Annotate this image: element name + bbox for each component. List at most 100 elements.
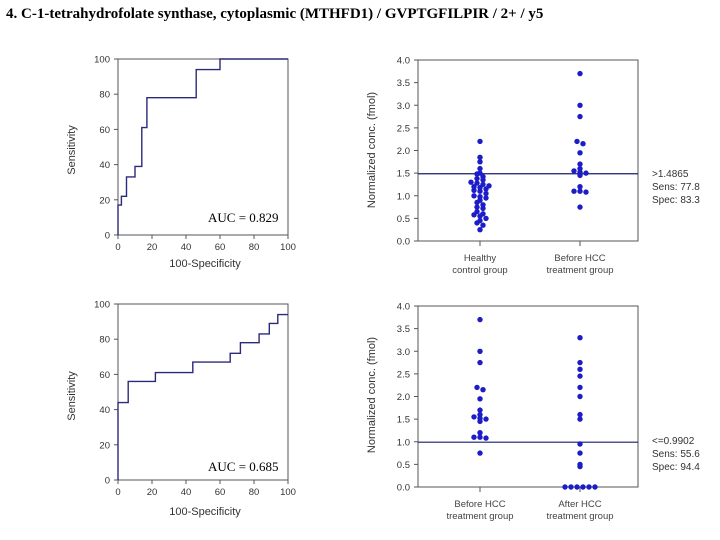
data-point [577, 113, 583, 120]
data-point [474, 384, 480, 391]
group-label-line2: treatment group [546, 511, 613, 522]
x-tick-label: 60 [215, 487, 226, 498]
data-point [577, 335, 583, 341]
data-point [577, 188, 583, 194]
y-tick-label: 3.0 [397, 101, 410, 112]
y-tick-label: 0.5 [397, 214, 410, 225]
roc-bottom-ylabel: Sensitivity [66, 371, 78, 421]
data-point [477, 165, 483, 172]
y-tick-label: 2.0 [397, 146, 410, 157]
data-point [562, 484, 568, 490]
data-point [477, 138, 483, 145]
x-tick-label: 20 [147, 242, 158, 253]
x-tick-label: 100 [280, 487, 296, 498]
roc-chart-top: Sensitivity 100-Specificity AUC = 0.829 … [66, 55, 296, 271]
data-point [580, 141, 586, 147]
group-label-line1: Before HCC [454, 499, 505, 510]
data-point [471, 414, 477, 420]
data-point [577, 102, 583, 108]
dot-bottom-cutoff-spec: Spec: 94.4 [652, 462, 700, 473]
y-tick-label: 1.5 [397, 415, 410, 426]
y-tick-label: 4.0 [397, 56, 410, 67]
data-point [477, 359, 483, 366]
dot-top-ylabel: Normalized conc. (fmol) [366, 92, 378, 208]
data-point [480, 211, 486, 217]
dot-top-cutoff-spec: Spec: 83.3 [652, 195, 700, 206]
y-tick-label: 0.0 [397, 237, 410, 248]
data-point [477, 159, 483, 165]
data-point [477, 348, 483, 354]
y-tick-label: 80 [99, 90, 110, 101]
data-point [480, 181, 486, 188]
data-point [571, 188, 577, 194]
data-point [477, 434, 483, 440]
data-point [583, 170, 589, 176]
data-point [571, 168, 577, 174]
y-tick-label: 100 [94, 300, 110, 311]
data-point [580, 484, 586, 490]
y-tick-label: 0.0 [397, 483, 410, 494]
data-point [577, 70, 583, 77]
dot-top-cutoff-sens: Sens: 77.8 [652, 182, 700, 193]
data-point [577, 359, 583, 366]
x-tick-label: 100 [280, 242, 296, 253]
data-point [477, 217, 483, 224]
y-tick-label: 60 [99, 125, 110, 136]
data-point [486, 183, 492, 189]
y-tick-label: 20 [99, 195, 110, 206]
data-point [568, 484, 574, 490]
x-tick-label: 80 [249, 242, 260, 253]
data-point [477, 227, 483, 233]
x-tick-label: 40 [181, 487, 192, 498]
data-point [577, 384, 583, 391]
group-label-line2: control group [452, 265, 507, 276]
data-point [574, 484, 580, 490]
y-tick-label: 4.0 [397, 302, 410, 313]
y-tick-label: 3.5 [397, 78, 410, 89]
group-label-line2: treatment group [446, 511, 513, 522]
data-point [586, 484, 592, 490]
roc-top-ylabel: Sensitivity [66, 125, 78, 175]
data-point [577, 441, 583, 447]
y-tick-label: 1.0 [397, 191, 410, 202]
roc-top-xlabel: 100-Specificity [169, 258, 241, 270]
data-point [483, 215, 489, 222]
y-tick-label: 60 [99, 370, 110, 381]
y-tick-label: 2.5 [397, 123, 410, 134]
roc-top-auc-label: AUC = 0.829 [208, 210, 279, 225]
data-point [577, 416, 583, 422]
y-tick-label: 100 [94, 55, 110, 66]
data-point [474, 208, 480, 215]
dot-frame [417, 305, 639, 488]
data-point [477, 316, 483, 323]
x-tick-label: 80 [249, 487, 260, 498]
y-tick-label: 0 [105, 231, 110, 242]
y-tick-label: 0 [105, 476, 110, 487]
group-label-line1: Healthy [464, 253, 496, 264]
y-tick-label: 20 [99, 440, 110, 451]
x-tick-label: 20 [147, 487, 158, 498]
roc-chart-bottom: Sensitivity 100-Specificity AUC = 0.685 … [66, 300, 296, 519]
data-point [577, 161, 583, 167]
data-point [468, 179, 474, 185]
data-point [577, 461, 583, 468]
data-point [471, 193, 477, 199]
dot-chart-top: Normalized conc. (fmol) >1.4865 Sens: 77… [366, 56, 700, 277]
roc-frame [117, 303, 289, 481]
data-point [477, 411, 483, 418]
group-label-line1: Before HCC [554, 253, 605, 264]
data-point [477, 170, 483, 176]
roc-frame [117, 58, 289, 236]
y-tick-label: 2.5 [397, 369, 410, 380]
data-point [574, 138, 580, 145]
data-point [480, 387, 486, 393]
data-point [577, 393, 583, 400]
data-point [471, 434, 477, 440]
x-tick-label: 0 [115, 487, 120, 498]
roc-curve [117, 313, 288, 480]
data-point [474, 204, 480, 210]
data-point [480, 222, 486, 228]
data-point [477, 407, 483, 413]
group-label-line1: After HCC [558, 499, 601, 510]
data-point [471, 184, 477, 190]
